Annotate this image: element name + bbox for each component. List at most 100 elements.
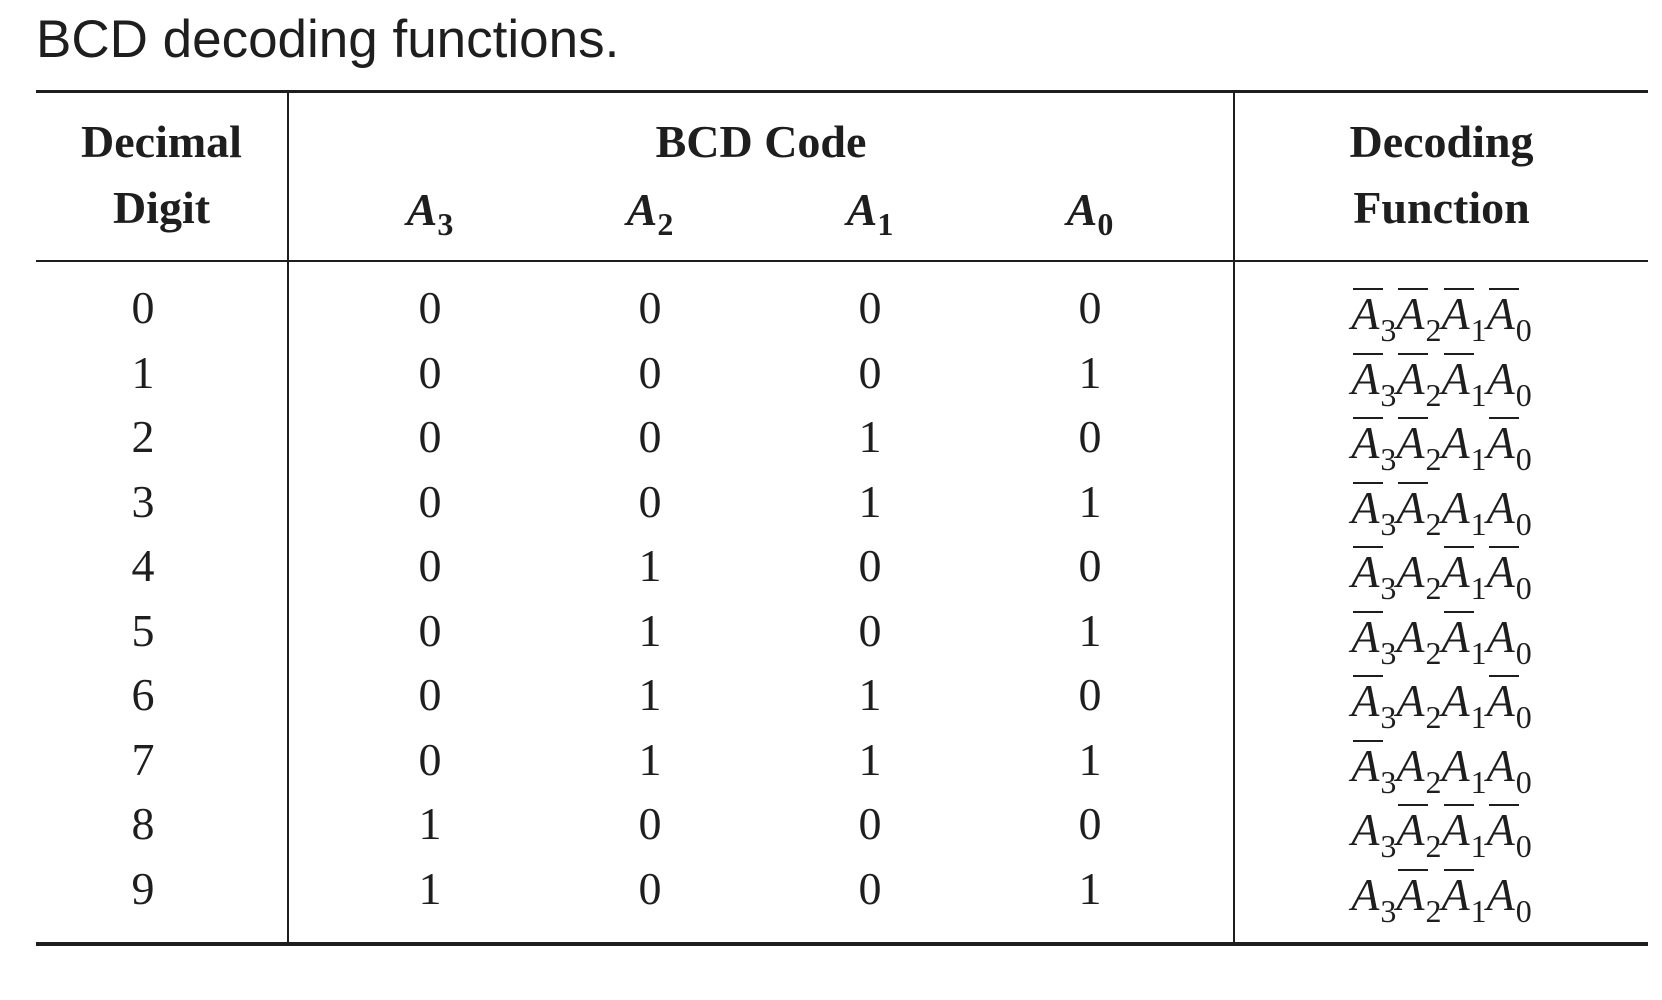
complemented-variable: A0 (1487, 802, 1532, 874)
variable-subscript: 3 (1380, 441, 1397, 477)
variable-subscript: 3 (1380, 699, 1397, 735)
variable-letter: A (1396, 481, 1425, 533)
header-bit-2: A2 (590, 182, 710, 252)
bcd-bit-cell: 0 (1078, 411, 1102, 462)
variable-letter: A (1486, 739, 1515, 791)
complemented-variable: A1 (1442, 351, 1487, 423)
complemented-variable: A3 (1351, 544, 1396, 616)
complemented-variable: A1 (1442, 609, 1487, 681)
variable-subscript: 2 (1425, 312, 1442, 348)
bcd-bit-cell: 1 (1078, 346, 1102, 398)
decoding-function-cell: A3A2A1A0 (1235, 351, 1648, 423)
complemented-variable: A1 (1442, 802, 1487, 874)
variable-letter: A (1396, 546, 1425, 597)
complemented-variable: A2 (1396, 867, 1442, 939)
variable-subscript: 3 (1380, 892, 1397, 929)
variable-subscript: 0 (1515, 570, 1532, 606)
variable-subscript: 1 (1470, 570, 1487, 606)
bcd-bit-cell: 1 (1078, 604, 1102, 656)
header-function-line2: Function (1353, 182, 1530, 233)
variable-letter: A (1351, 288, 1380, 339)
decimal-digit-cell: 0 (131, 282, 155, 333)
complemented-variable: A1 (1442, 867, 1487, 939)
complemented-variable: A3 (1351, 609, 1396, 681)
variable-letter: A (1351, 546, 1380, 597)
variable-subscript: 2 (1425, 763, 1442, 800)
variable-subscript: 0 (1515, 376, 1532, 413)
complemented-variable: A2 (1396, 802, 1442, 874)
variable-subscript: 0 (1515, 892, 1532, 929)
bcd-bit-cell: 1 (858, 669, 882, 720)
variable-subscript: 1 (1470, 441, 1487, 477)
variable-subscript: 1 (1470, 763, 1487, 800)
variable-letter: A (1351, 804, 1380, 855)
bit-letter: A (1066, 184, 1098, 235)
bottom-rule (36, 942, 1648, 946)
bcd-bit-cell: 0 (638, 798, 662, 849)
variable-letter: A (1441, 481, 1470, 533)
bcd-bit-cell: 1 (638, 540, 662, 591)
variable: A2 (1396, 544, 1441, 616)
variable: A0 (1487, 609, 1532, 681)
column-divider-left (287, 90, 289, 944)
variable-subscript: 3 (1380, 570, 1397, 606)
complemented-variable: A0 (1487, 415, 1532, 487)
variable-letter: A (1486, 481, 1515, 533)
header-decimal-line1: Decimal (81, 116, 242, 167)
variable-letter: A (1441, 804, 1470, 855)
variable-letter: A (1441, 739, 1470, 791)
bcd-bit-cell: 0 (418, 282, 442, 333)
bcd-bit-cell: 0 (418, 733, 442, 785)
decoding-function-cell: A3A2A1A0 (1235, 802, 1648, 874)
bit-letter: A (846, 184, 878, 235)
variable-letter: A (1396, 868, 1425, 920)
variable-letter: A (1396, 804, 1425, 855)
variable-letter: A (1486, 675, 1515, 726)
variable-subscript: 0 (1515, 505, 1532, 542)
variable-subscript: 3 (1380, 376, 1397, 413)
column-divider-right (1233, 90, 1235, 944)
variable-subscript: 2 (1425, 828, 1442, 864)
variable-subscript: 0 (1515, 441, 1532, 477)
bcd-bit-cell: 1 (1078, 733, 1102, 785)
bcd-bit-cell: 0 (418, 540, 442, 591)
bcd-bit-cell: 1 (858, 475, 882, 527)
bit-subscript: 0 (1097, 206, 1114, 242)
bcd-bit-cell: 1 (638, 604, 662, 656)
bcd-bit-cell: 1 (418, 798, 442, 849)
decimal-digit-cell: 3 (131, 475, 155, 527)
complemented-variable: A3 (1351, 480, 1396, 552)
bcd-bit-cell: 0 (1078, 282, 1102, 333)
bcd-bit-cell: 0 (638, 475, 662, 527)
bcd-bit-cell: 0 (1078, 798, 1102, 849)
variable-letter: A (1351, 417, 1380, 468)
table-caption: BCD decoding functions. (36, 10, 620, 69)
complemented-variable: A0 (1487, 286, 1532, 358)
complemented-variable: A3 (1351, 673, 1396, 745)
variable: A1 (1442, 738, 1487, 810)
variable-letter: A (1351, 481, 1380, 533)
bcd-bit-cell: 0 (1078, 540, 1102, 591)
bcd-bit-cell: 1 (1078, 862, 1102, 914)
bcd-bit-cell: 0 (638, 346, 662, 398)
variable-subscript: 3 (1380, 763, 1397, 800)
decoding-function-cell: A3A2A1A0 (1235, 738, 1648, 810)
bcd-bit-cell: 0 (638, 411, 662, 462)
complemented-variable: A3 (1351, 351, 1396, 423)
variable-subscript: 2 (1425, 634, 1442, 671)
header-bit-1: A1 (810, 182, 930, 252)
header-rule (36, 260, 1648, 262)
variable-subscript: 2 (1425, 441, 1442, 477)
variable-subscript: 1 (1470, 699, 1487, 735)
decimal-digit-cell: 8 (131, 798, 155, 849)
complemented-variable: A0 (1487, 673, 1532, 745)
variable-letter: A (1486, 868, 1515, 920)
bcd-bit-cell: 0 (418, 475, 442, 527)
variable-letter: A (1441, 675, 1470, 726)
variable: A2 (1396, 609, 1441, 681)
bcd-bit-cell: 1 (418, 862, 442, 914)
complemented-variable: A2 (1396, 286, 1442, 358)
complemented-variable: A0 (1487, 544, 1532, 616)
variable-subscript: 1 (1470, 312, 1487, 348)
variable-subscript: 2 (1425, 505, 1442, 542)
